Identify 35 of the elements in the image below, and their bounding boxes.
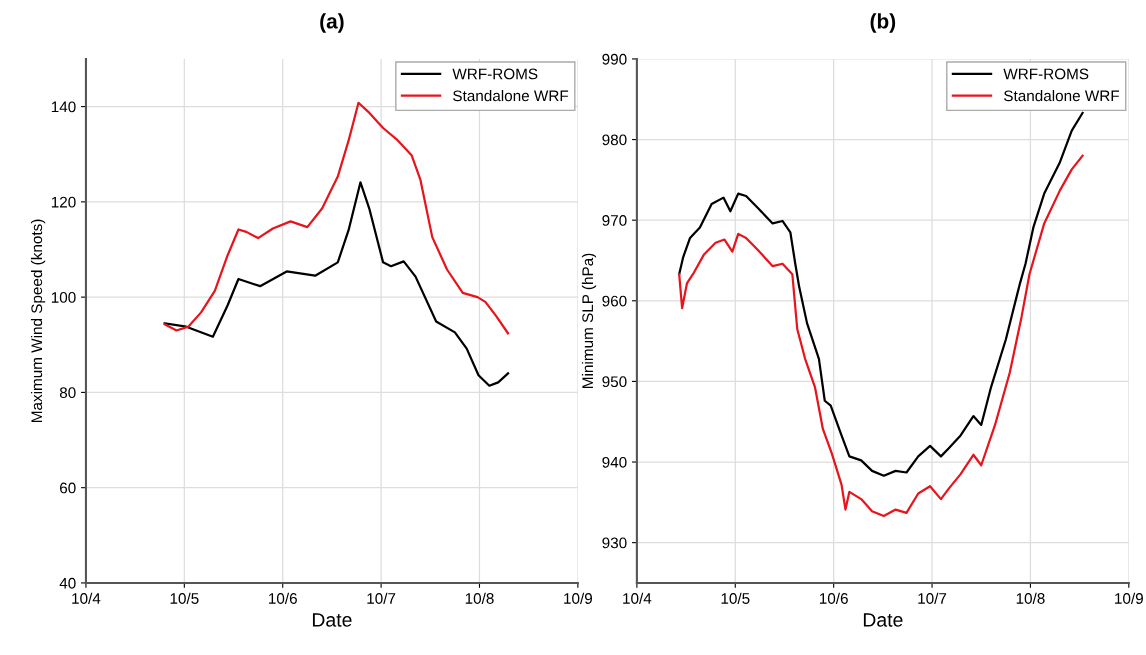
y-tick-label: 120 — [51, 196, 76, 208]
y-axis-title: Maximum Wind Speed (knots) — [30, 219, 46, 422]
y-tick-label: 40 — [59, 577, 76, 589]
y-tick-label: 930 — [602, 537, 627, 549]
x-tick-label: 10/5 — [721, 592, 750, 604]
x-axis-title: Date — [863, 613, 903, 627]
x-tick-label: 10/8 — [1016, 592, 1045, 604]
y-tick-label: 80 — [59, 387, 76, 399]
legend-label: Standalone WRF — [453, 90, 569, 102]
x-tick-label: 10/9 — [564, 592, 593, 604]
x-tick-label: 10/6 — [819, 592, 848, 604]
y-axis-title: Minimum SLP (hPa) — [581, 253, 597, 388]
x-tick-label: 10/7 — [367, 592, 396, 604]
y-tick-label: 950 — [602, 376, 627, 388]
chart-title: (a) — [320, 13, 344, 33]
x-tick-label: 10/7 — [918, 592, 947, 604]
legend-label: Standalone WRF — [1004, 90, 1120, 102]
legend-label: WRF-ROMS — [452, 68, 538, 80]
y-tick-label: 940 — [602, 456, 627, 468]
x-tick-label: 10/6 — [269, 592, 297, 604]
legend-label: WRF-ROMS — [1003, 68, 1089, 80]
x-tick-label: 10/5 — [170, 592, 199, 604]
y-tick-label: 60 — [60, 482, 76, 494]
x-tick-label: 10/4 — [623, 592, 652, 604]
y-tick-label: 980 — [602, 134, 627, 146]
chart-title: (b) — [870, 13, 896, 33]
y-tick-label: 100 — [51, 292, 76, 303]
x-tick-label: 10/4 — [72, 592, 101, 604]
y-tick-label: 960 — [602, 295, 627, 307]
x-axis-title: Date — [312, 613, 352, 627]
y-tick-label: 970 — [602, 215, 627, 226]
x-tick-label: 10/8 — [465, 592, 494, 604]
y-tick-label: 140 — [51, 101, 76, 113]
y-tick-label: 990 — [602, 53, 627, 65]
x-tick-label: 10/9 — [1115, 592, 1143, 604]
